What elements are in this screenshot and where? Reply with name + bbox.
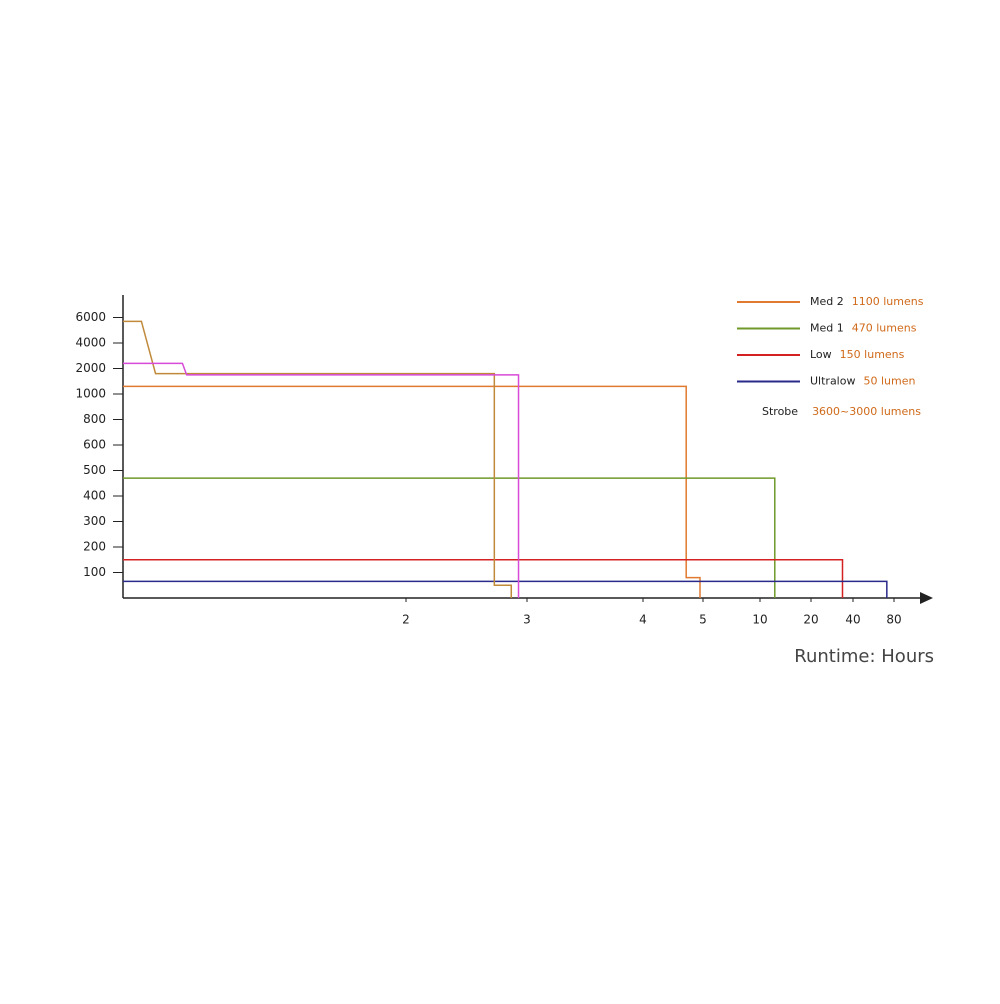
legend-note: 3600~3000 lumens bbox=[812, 405, 921, 418]
series-line bbox=[123, 320, 513, 598]
legend-note: 470 lumens bbox=[852, 322, 917, 335]
series-line bbox=[123, 477, 776, 598]
legend-name: Ultralow bbox=[810, 375, 855, 388]
x-tick-label: 4 bbox=[639, 613, 647, 627]
x-tick-label: 2 bbox=[402, 613, 410, 627]
x-tick-label: 20 bbox=[803, 613, 818, 627]
legend-name: Med 2 bbox=[810, 295, 844, 308]
x-tick-label: 40 bbox=[845, 613, 860, 627]
series-line bbox=[123, 580, 888, 598]
y-tick-label: 1000 bbox=[75, 387, 106, 401]
y-tick-label: 100 bbox=[83, 565, 106, 579]
x-axis-arrow bbox=[920, 592, 933, 604]
legend-entry: Med 1 470 lumens bbox=[810, 322, 917, 335]
legend-note: 50 lumen bbox=[863, 375, 915, 388]
series-line bbox=[123, 385, 701, 598]
legend-entry: Ultralow 50 lumen bbox=[810, 375, 915, 388]
legend-entry: Med 2 1100 lumens bbox=[810, 295, 924, 308]
x-tick-label: 10 bbox=[752, 613, 767, 627]
legend-name: Med 1 bbox=[810, 322, 844, 335]
x-axis-title: Runtime: Hours bbox=[794, 646, 934, 667]
x-tick-label: 80 bbox=[886, 613, 901, 627]
series-line bbox=[123, 362, 520, 598]
series-line bbox=[123, 559, 844, 598]
y-tick-label: 200 bbox=[83, 540, 106, 554]
y-tick-label: 800 bbox=[83, 412, 106, 426]
legend-name: Strobe bbox=[762, 405, 798, 418]
y-tick-label: 6000 bbox=[75, 310, 106, 324]
y-tick-label: 400 bbox=[83, 489, 106, 503]
legend-note: 1100 lumens bbox=[852, 295, 924, 308]
legend-entry: Low 150 lumens bbox=[810, 348, 905, 361]
y-tick-label: 4000 bbox=[75, 336, 106, 350]
legend-entry: Strobe 3600~3000 lumens bbox=[762, 405, 921, 418]
y-tick-label: 2000 bbox=[75, 361, 106, 375]
x-tick-label: 3 bbox=[523, 613, 531, 627]
x-tick-label: 5 bbox=[699, 613, 707, 627]
y-tick-label: 600 bbox=[83, 438, 106, 452]
legend-note: 150 lumens bbox=[840, 348, 905, 361]
legend-name: Low bbox=[810, 348, 832, 361]
y-tick-label: 500 bbox=[83, 463, 106, 477]
y-tick-label: 300 bbox=[83, 514, 106, 528]
